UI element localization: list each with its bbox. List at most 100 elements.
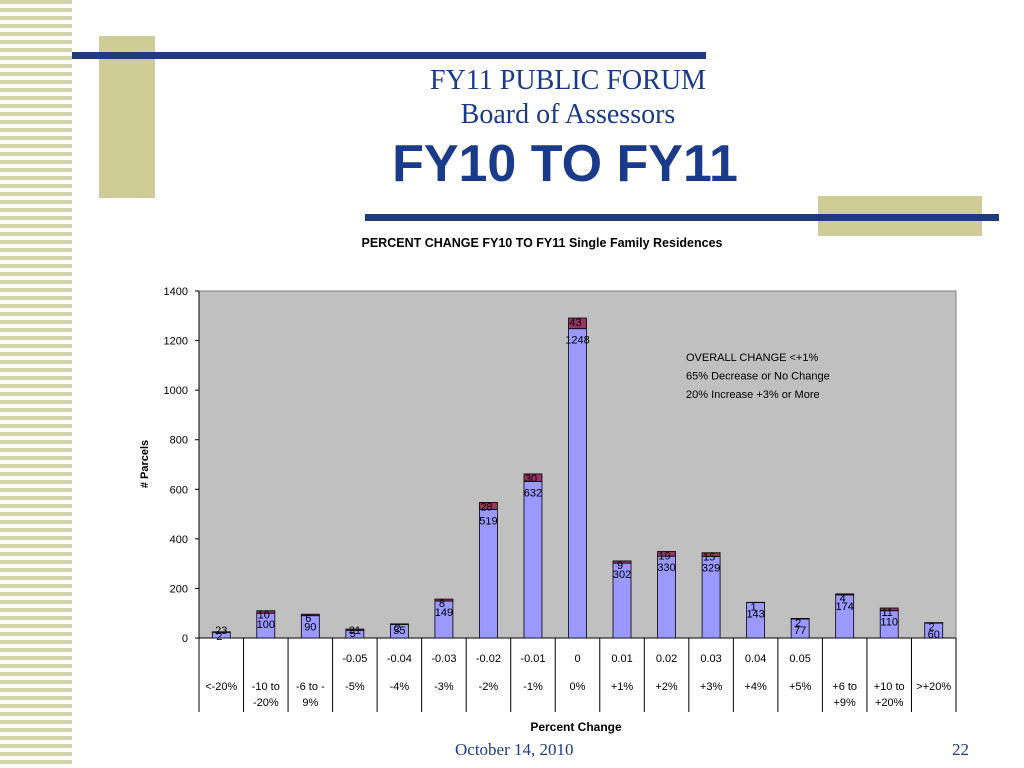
x-tick-label: +1% bbox=[611, 681, 634, 693]
data-label: 31 bbox=[349, 625, 361, 637]
x-tick-label: <-20% bbox=[205, 681, 237, 693]
data-label: 2 bbox=[216, 631, 222, 643]
y-tick-label: 1400 bbox=[164, 286, 188, 298]
x-tick-label: +2% bbox=[655, 681, 678, 693]
x-axis-label: Percent Change bbox=[530, 720, 622, 734]
x-tick-label: +9% bbox=[834, 697, 857, 709]
data-label: 28 bbox=[480, 501, 492, 513]
x-tick-label: >+20% bbox=[916, 681, 951, 693]
data-label: 8 bbox=[439, 598, 445, 610]
bar-top bbox=[523, 473, 543, 482]
bar-top bbox=[612, 560, 632, 564]
bar-top bbox=[479, 502, 498, 510]
data-label: 302 bbox=[613, 569, 631, 581]
data-label: 9 bbox=[617, 560, 623, 572]
x-tick-label: -0.04 bbox=[387, 653, 412, 665]
x-tick-label: 0.02 bbox=[656, 653, 677, 665]
data-label: 100 bbox=[257, 619, 275, 631]
data-label: 2 bbox=[394, 623, 400, 635]
y-tick-label: 1000 bbox=[164, 385, 188, 397]
y-tick-label: 400 bbox=[170, 534, 188, 546]
data-label: 329 bbox=[702, 562, 720, 574]
chart-annotation: 20% Increase +3% or More bbox=[686, 389, 820, 401]
x-tick-label: +6 to bbox=[832, 681, 857, 693]
slide-subtitle: Board of Assessors bbox=[460, 99, 676, 130]
bar-base bbox=[479, 508, 498, 639]
data-label: 632 bbox=[524, 487, 542, 499]
page-number: 22 bbox=[952, 740, 969, 759]
data-label: 330 bbox=[657, 562, 675, 574]
decorative-rule-top bbox=[72, 52, 706, 59]
data-label: 2 bbox=[929, 622, 935, 634]
bar-base bbox=[523, 480, 543, 639]
bar-top bbox=[568, 317, 587, 330]
data-label: 4 bbox=[840, 593, 846, 605]
data-label: 55 bbox=[393, 625, 405, 637]
data-label: 2 bbox=[795, 617, 801, 629]
x-tick-label: 0.04 bbox=[745, 653, 766, 665]
x-tick-label: +4% bbox=[744, 681, 767, 693]
decorative-rule-bottom bbox=[365, 214, 999, 221]
y-tick-label: 200 bbox=[170, 583, 188, 595]
data-label: 19 bbox=[658, 550, 670, 562]
footer-date: October 14, 2010 bbox=[455, 740, 574, 759]
bar-top bbox=[701, 552, 721, 557]
slide-title: FY11 PUBLIC FORUM bbox=[430, 65, 706, 96]
bar-top bbox=[879, 607, 899, 612]
x-tick-label: +3% bbox=[700, 681, 723, 693]
y-tick-label: 0 bbox=[182, 633, 188, 645]
x-tick-label: 0.05 bbox=[789, 653, 810, 665]
data-label: 143 bbox=[746, 609, 764, 621]
bar-top bbox=[256, 610, 276, 614]
x-tick-label: -0.05 bbox=[342, 653, 367, 665]
chart-annotation: 65% Decrease or No Change bbox=[686, 371, 830, 383]
data-label: 77 bbox=[794, 625, 806, 637]
bar-base bbox=[568, 328, 587, 639]
data-label: 10 bbox=[258, 610, 270, 622]
x-tick-label: -3% bbox=[434, 681, 454, 693]
y-tick-label: 1200 bbox=[164, 336, 188, 348]
x-tick-label: -5% bbox=[345, 681, 365, 693]
x-tick-label: -2% bbox=[479, 681, 499, 693]
x-tick-label: +10 to bbox=[874, 681, 905, 693]
x-tick-label: 0.03 bbox=[700, 653, 721, 665]
data-label: 1248 bbox=[565, 335, 589, 347]
x-tick-label: -6 to - bbox=[296, 681, 325, 693]
data-label: 1 bbox=[751, 601, 757, 613]
x-tick-label: 0 bbox=[574, 653, 580, 665]
x-tick-label: 0% bbox=[570, 681, 586, 693]
data-label: 519 bbox=[479, 515, 497, 527]
data-label: 149 bbox=[435, 607, 453, 619]
x-tick-label: 0.01 bbox=[611, 653, 632, 665]
data-label: 174 bbox=[835, 601, 853, 613]
bar-top bbox=[434, 598, 454, 602]
data-label: 11 bbox=[881, 607, 892, 619]
x-tick-label: -4% bbox=[390, 681, 410, 693]
bar-top bbox=[657, 551, 676, 557]
data-label: 6 bbox=[305, 613, 311, 625]
x-tick-label: -0.02 bbox=[476, 653, 501, 665]
y-axis-label: # Parcels bbox=[139, 440, 151, 488]
data-label: 43 bbox=[569, 317, 581, 329]
data-label: 90 bbox=[304, 622, 316, 634]
x-tick-label: -10 to bbox=[252, 681, 280, 693]
data-label: 110 bbox=[880, 617, 898, 629]
x-tick-label: +20% bbox=[875, 697, 904, 709]
x-tick-label: -0.03 bbox=[431, 653, 456, 665]
chart-annotation: OVERALL CHANGE <+1% bbox=[686, 352, 818, 364]
bar-top bbox=[345, 628, 365, 631]
slide-heading: FY10 TO FY11 bbox=[392, 135, 738, 193]
x-tick-label: +5% bbox=[789, 681, 812, 693]
y-tick-label: 600 bbox=[170, 484, 188, 496]
bar-top bbox=[835, 593, 855, 596]
data-label: 15 bbox=[703, 552, 715, 564]
data-label: 30 bbox=[525, 473, 537, 485]
data-label: 5 bbox=[350, 628, 356, 640]
x-tick-label: -1% bbox=[523, 681, 543, 693]
bar-top bbox=[300, 613, 320, 617]
decorative-square-left bbox=[99, 36, 155, 198]
data-label: 60 bbox=[928, 629, 940, 641]
x-tick-label: -0.01 bbox=[520, 653, 545, 665]
x-tick-label: -20% bbox=[253, 697, 279, 709]
